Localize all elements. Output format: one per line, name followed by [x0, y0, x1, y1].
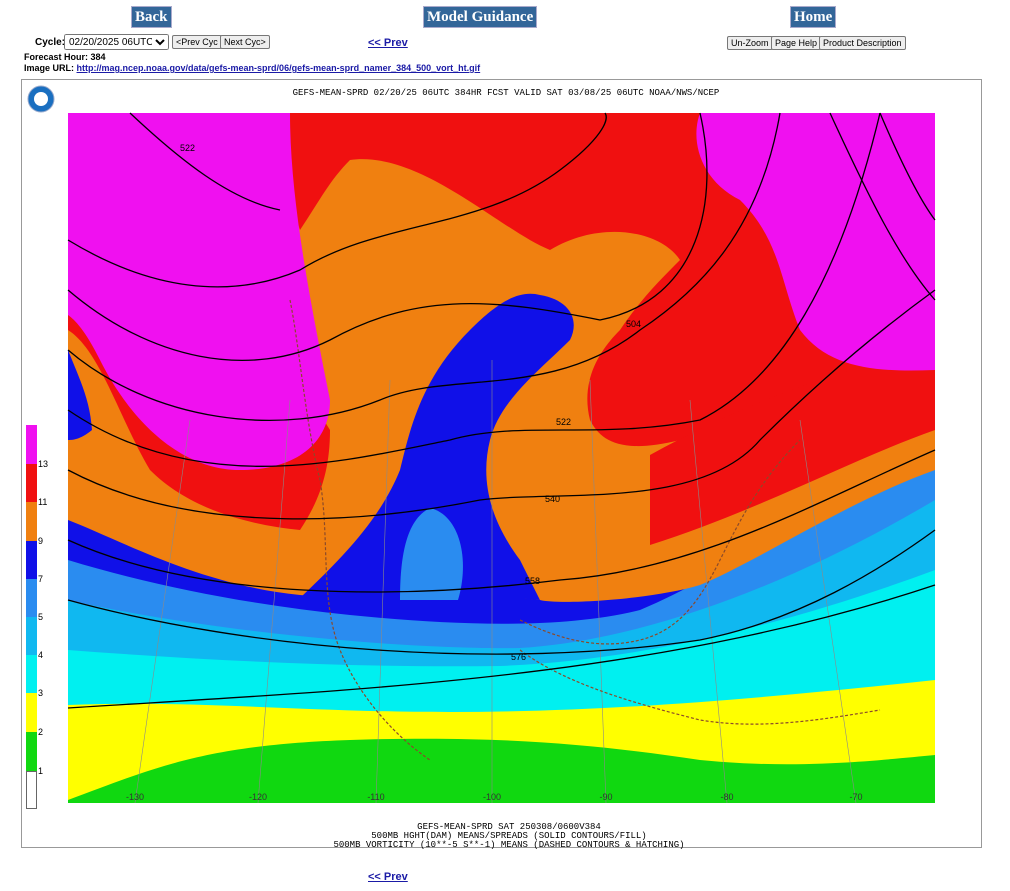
contour-line	[129, 112, 281, 211]
noaa-logo-inner	[34, 92, 48, 106]
longitude-labels: -130 -120 -110 -100 -90 -80 -70	[126, 792, 863, 802]
back-button[interactable]: Back	[131, 6, 172, 28]
fill-magenta-west	[68, 113, 330, 470]
colorbar-swatch	[26, 655, 37, 693]
colorbar-label: 4	[38, 650, 43, 660]
image-url-link[interactable]: http://mag.ncep.noaa.gov/data/gefs-mean-…	[76, 63, 481, 73]
coast-east	[519, 439, 801, 645]
colorbar-label: 2	[38, 727, 43, 737]
footer-line: 500MB VORTICITY (10**-5 S**-1) MEANS (DA…	[333, 840, 684, 850]
forecast-hour: Forecast Hour: 384	[24, 52, 106, 62]
colorbar	[26, 425, 37, 809]
colorbar-swatch	[26, 579, 37, 617]
next-cycle-button[interactable]: Next Cyc>	[220, 35, 270, 49]
coast-gulf	[519, 649, 881, 725]
contour-labels: 522 504 522 540 558 576	[180, 143, 641, 662]
bottom-prev-link[interactable]: << Prev	[368, 871, 408, 883]
page-help-button[interactable]: Page Help	[771, 36, 822, 50]
colorbar-label: 7	[38, 574, 43, 584]
contour-label: 540	[545, 494, 560, 504]
colorbar-swatch	[26, 693, 37, 732]
longitude-label: -70	[849, 792, 862, 802]
cycle-label: Cycle:	[35, 37, 66, 48]
fill-lightblue-tongue	[400, 508, 463, 600]
colorbar-swatch	[26, 502, 37, 541]
contour-label: 576	[511, 652, 526, 662]
colorbar-swatch	[26, 617, 37, 655]
longitude-label: -120	[249, 792, 267, 802]
colorbar-labels: 13 11 9 7 5 4 3 2 1	[38, 459, 48, 776]
contour-line	[879, 112, 936, 221]
contour-line	[67, 449, 936, 593]
footer-line: 500MB HGHT(DAM) MEANS/SPREADS (SOLID CON…	[371, 831, 646, 841]
longitude-label: -110	[367, 792, 384, 802]
contour-label: 558	[525, 576, 540, 586]
map-footer: GEFS-MEAN-SPRD SAT 250308/0600V384500MB …	[333, 822, 684, 850]
footer-line: GEFS-MEAN-SPRD SAT 250308/0600V384	[417, 822, 601, 832]
colorbar-label: 5	[38, 612, 43, 622]
fill-magenta-east	[696, 113, 935, 371]
cycle-select[interactable]: 02/20/2025 06UTC	[64, 34, 169, 50]
contour-line	[67, 112, 607, 288]
contour-label: 522	[556, 417, 571, 427]
fill-blue-west	[68, 350, 92, 440]
forecast-hour-value: 384	[90, 52, 106, 62]
colorbar-label: 11	[38, 497, 47, 507]
unzoom-button[interactable]: Un-Zoom	[727, 36, 773, 50]
contours	[67, 112, 936, 709]
map-title: GEFS-MEAN-SPRD 02/20/25 06UTC 384HR FCST…	[293, 88, 720, 98]
contour-line	[67, 289, 936, 520]
prev-cycle-button[interactable]: <Prev Cyc	[172, 35, 222, 49]
home-button[interactable]: Home	[790, 6, 837, 28]
contour-line	[67, 112, 781, 421]
colorbar-swatch	[26, 464, 37, 502]
image-url-label: Image URL:	[24, 63, 75, 73]
contour-line	[67, 112, 881, 467]
coastlines	[289, 299, 881, 761]
coast-west	[289, 299, 431, 761]
colorbar-swatch	[26, 541, 37, 579]
longitude-label: -80	[720, 792, 733, 802]
contour-line	[67, 529, 936, 655]
colorbar-swatch	[26, 771, 37, 809]
contour-label: 504	[626, 319, 641, 329]
product-description-button[interactable]: Product Description	[819, 36, 906, 50]
fill-blue-tongue	[300, 293, 574, 600]
longitude-label: -90	[599, 792, 612, 802]
colorbar-swatch	[26, 732, 37, 771]
longitude-label: -130	[126, 792, 144, 802]
colorbar-label: 13	[38, 459, 48, 469]
contour-label: 522	[180, 143, 195, 153]
prev-link[interactable]: << Prev	[368, 37, 408, 49]
contour-line	[829, 112, 936, 301]
contour-line	[67, 584, 936, 709]
longitude-label: -100	[483, 792, 501, 802]
colorbar-swatch	[26, 425, 37, 464]
contour-line	[67, 112, 708, 362]
image-url: Image URL: http://mag.ncep.noaa.gov/data…	[24, 63, 480, 73]
colorbar-label: 3	[38, 688, 43, 698]
colorbar-label: 9	[38, 536, 43, 546]
forecast-hour-label: Forecast Hour:	[24, 52, 89, 62]
colorbar-label: 1	[38, 766, 43, 776]
model-guidance-button[interactable]: Model Guidance	[423, 6, 538, 28]
